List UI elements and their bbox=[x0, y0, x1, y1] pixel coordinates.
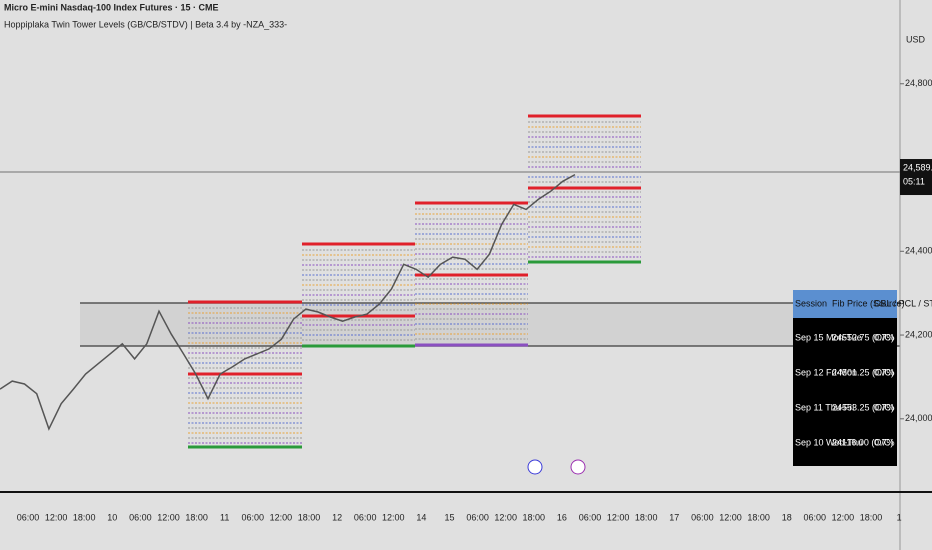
x-tick-label: 18:00 bbox=[860, 512, 883, 522]
x-tick-label: 12:00 bbox=[270, 512, 293, 522]
price-line bbox=[0, 173, 576, 431]
table-cell: 24501.25 (O/C) bbox=[832, 367, 894, 377]
x-tick-label: 12:00 bbox=[45, 512, 68, 522]
x-tick-label: 11 bbox=[220, 512, 229, 522]
x-tick-label: 06:00 bbox=[691, 512, 714, 522]
x-tick-label: 12:00 bbox=[382, 512, 405, 522]
x-tick-label: 18:00 bbox=[298, 512, 321, 522]
x-tick-label: 06:00 bbox=[129, 512, 152, 522]
currency: USD bbox=[906, 34, 926, 44]
table-header-cell: Session bbox=[795, 298, 827, 308]
x-tick-label: 14 bbox=[416, 512, 426, 522]
table-header-cell: CBL / PCL / STDV bbox=[874, 298, 932, 308]
x-tick-label: 06:00 bbox=[804, 512, 827, 522]
x-tick-label: 15 bbox=[444, 512, 454, 522]
x-tick-label: 12:00 bbox=[719, 512, 742, 522]
x-tick-label: 18:00 bbox=[185, 512, 208, 522]
table-cell: 24116.00 (O/C) bbox=[832, 437, 893, 447]
x-tick-label: 17 bbox=[669, 512, 679, 522]
x-tick-label: 06:00 bbox=[242, 512, 265, 522]
x-tick-label: 06:00 bbox=[466, 512, 489, 522]
x-tick-label: 18 bbox=[782, 512, 792, 522]
x-tick-label: 10 bbox=[107, 512, 117, 522]
x-tick-label: 06:00 bbox=[17, 512, 40, 522]
table-body-bg bbox=[793, 318, 897, 466]
countdown: 05:11 bbox=[903, 176, 925, 186]
event-marker[interactable] bbox=[570, 459, 586, 475]
x-tick-label: 12:00 bbox=[494, 512, 517, 522]
x-tick-label: 12:00 bbox=[607, 512, 630, 522]
table-cell: 24553.25 (O/C) bbox=[832, 402, 894, 412]
table-cell: Sep 11 Thu-Fri bbox=[795, 402, 854, 412]
chart-title: Micro E-mini Nasdaq-100 Index Futures · … bbox=[4, 2, 219, 12]
table-header-cell: Fib Price (Source) bbox=[832, 298, 905, 308]
table-cell: Sep 10 Wed-Thu bbox=[795, 437, 863, 447]
last-price-box bbox=[900, 159, 932, 196]
table-cell: Sep 12 Fri-Mon bbox=[795, 367, 857, 377]
event-marker[interactable] bbox=[527, 459, 543, 475]
y-tick-label: 24,400.00 bbox=[905, 246, 932, 256]
y-tick-label: 24,800.00 bbox=[905, 78, 932, 88]
x-tick-label: 16 bbox=[557, 512, 567, 522]
x-tick-label: 18:00 bbox=[635, 512, 658, 522]
x-tick-label: 12:00 bbox=[157, 512, 180, 522]
x-tick-label: 12 bbox=[332, 512, 342, 522]
y-tick-label: 24,000.00 bbox=[905, 413, 932, 423]
x-tick-label: 18:00 bbox=[523, 512, 546, 522]
x-tick-label: 18:00 bbox=[747, 512, 770, 522]
table-cell: Sep 15 Mon-Tue bbox=[795, 332, 862, 342]
table-cell: 0.7% bbox=[874, 437, 895, 447]
last-price-label: 24,589.25 bbox=[903, 162, 932, 172]
x-tick-label: 06:00 bbox=[354, 512, 377, 522]
levels bbox=[188, 114, 641, 449]
table-header-bg bbox=[793, 290, 897, 318]
table-cell: 0.7% bbox=[874, 367, 895, 377]
x-tick-label: 12:00 bbox=[832, 512, 855, 522]
chart-subtitle: Hoppiplaka Twin Tower Levels (GB/CB/STDV… bbox=[4, 19, 287, 29]
x-tick-label: 1 bbox=[897, 512, 902, 522]
y-tick-label: 24,200.00 bbox=[905, 329, 932, 339]
x-tick-label: 06:00 bbox=[579, 512, 602, 522]
table-cell: 0.7% bbox=[874, 332, 895, 342]
x-tick-label: 18:00 bbox=[73, 512, 96, 522]
table-cell: 0.7% bbox=[874, 402, 895, 412]
table-cell: 24552.75 (O/C) bbox=[832, 332, 894, 342]
